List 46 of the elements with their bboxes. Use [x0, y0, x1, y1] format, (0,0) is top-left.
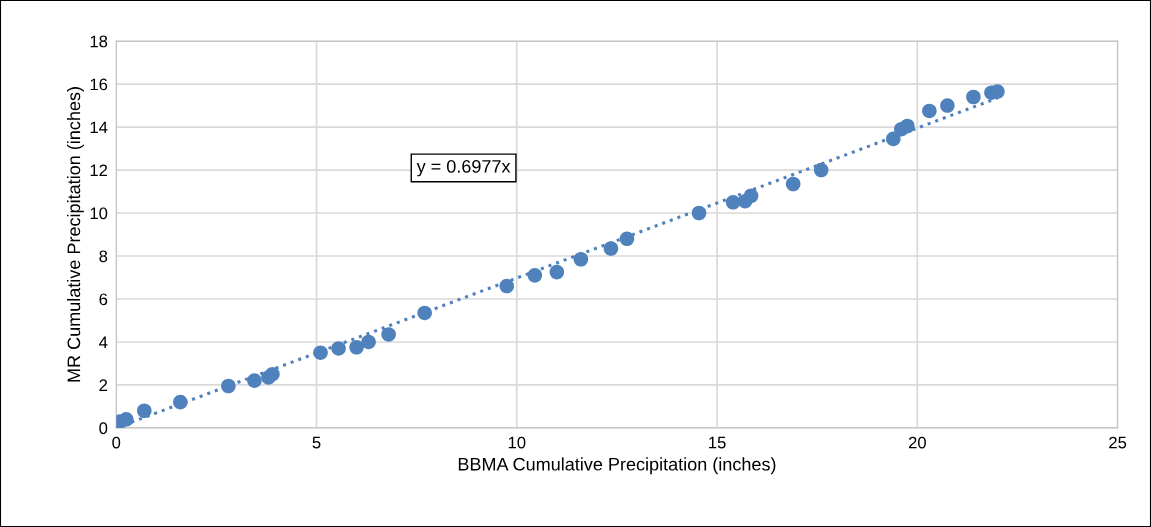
point: [118, 412, 134, 427]
point: [137, 403, 152, 419]
point: [173, 394, 188, 410]
point: [499, 278, 515, 294]
point: [265, 366, 280, 382]
point: [361, 334, 376, 350]
point: [691, 205, 707, 221]
point: [785, 176, 801, 192]
x-tick-label: 5: [312, 436, 321, 449]
point: [527, 268, 543, 283]
y-tick-label: 10: [90, 207, 108, 220]
point: [619, 231, 635, 247]
annotation: y = 0.6977x: [416, 160, 511, 177]
y-tick-label: 0: [99, 422, 108, 435]
point: [349, 340, 364, 355]
x-tick-label: 10: [508, 436, 526, 449]
y-tick-label: 8: [99, 250, 108, 263]
y-tick-label: 6: [99, 293, 108, 306]
point: [331, 341, 346, 356]
point: [940, 98, 955, 113]
y-tick-label: 12: [90, 164, 108, 177]
point: [886, 131, 901, 147]
point: [573, 251, 589, 267]
x-tick-label: 20: [908, 436, 926, 449]
point: [313, 345, 328, 360]
point: [966, 89, 981, 105]
point: [381, 327, 396, 342]
point: [900, 118, 915, 134]
point: [603, 241, 619, 256]
x-axis-title: BBMA Cumulative Precipitation (inches): [458, 457, 776, 475]
y-tick-label: 4: [99, 336, 108, 348]
point: [743, 188, 759, 204]
point: [813, 162, 829, 178]
point: [922, 103, 937, 119]
x-tick-label: 0: [112, 436, 121, 449]
point: [221, 378, 236, 394]
y-tick-label: 16: [90, 78, 108, 91]
point: [549, 264, 565, 280]
y-tick-label: 18: [90, 35, 108, 48]
point: [247, 373, 262, 388]
y-tick-label: 14: [90, 121, 108, 134]
y-axis-title: MR Cumulative Precipitation (inches): [66, 87, 84, 382]
point: [417, 305, 432, 321]
y-tick-label: 2: [99, 379, 108, 391]
x-tick-label: 25: [1109, 436, 1127, 449]
x-tick-label: 15: [709, 436, 726, 449]
